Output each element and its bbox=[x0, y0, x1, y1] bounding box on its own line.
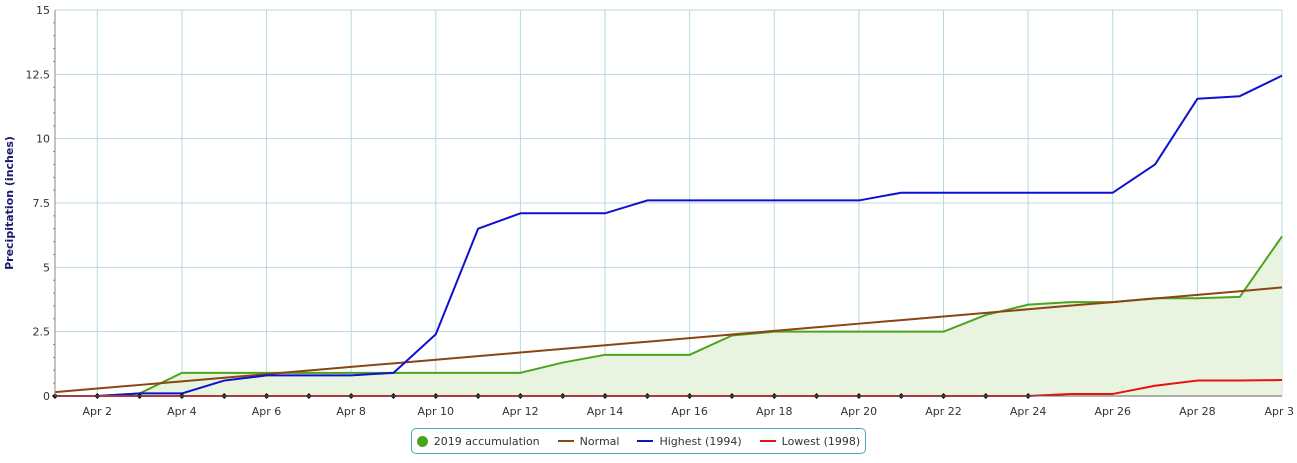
x-tick-label: Apr 2 bbox=[83, 405, 113, 418]
axes: 0 2.5 5 7.5 10 12.5 15 Apr 2 Apr 4 Apr 6 Apr 8 Apr … bbox=[26, 4, 1295, 418]
x-tick-label: Apr 20 bbox=[841, 405, 878, 418]
y-tick-label: 10 bbox=[36, 133, 50, 146]
legend: 2019 accumulation Normal Highest (1994) Low… bbox=[411, 428, 866, 454]
legend-line-icon bbox=[557, 440, 574, 442]
y-tick-label: 7.5 bbox=[33, 197, 51, 210]
legend-item-3[interactable]: Highest (1994) bbox=[637, 434, 742, 448]
series-lines bbox=[54, 74, 1283, 397]
legend-label: Highest (1994) bbox=[659, 434, 742, 448]
x-tick-label: Apr 8 bbox=[336, 405, 366, 418]
series-line-3 bbox=[55, 74, 1283, 397]
x-tick-label: Apr 6 bbox=[252, 405, 282, 418]
y-tick-label: 2.5 bbox=[33, 326, 51, 339]
area-fill bbox=[55, 236, 1282, 396]
y-tick-label: 0 bbox=[43, 390, 50, 403]
legend-label: Normal bbox=[579, 434, 620, 448]
x-tick-label: Apr 10 bbox=[418, 405, 455, 418]
x-tick-label: Apr 28 bbox=[1179, 405, 1216, 418]
x-tick-label: Apr 18 bbox=[756, 405, 793, 418]
series-line-1 bbox=[55, 235, 1283, 397]
legend-line-icon bbox=[637, 440, 654, 442]
series-area-fill bbox=[55, 236, 1282, 396]
x-tick-label: Apr 3 bbox=[1264, 405, 1294, 418]
legend-item-2[interactable]: Normal bbox=[557, 434, 620, 448]
series-line-2 bbox=[54, 286, 1283, 394]
legend-circle-icon bbox=[416, 435, 428, 447]
legend-line-icon bbox=[759, 440, 776, 442]
legend-label: Lowest (1998) bbox=[781, 434, 861, 448]
legend-item-1[interactable]: 2019 accumulation bbox=[416, 434, 540, 448]
x-tick-label: Apr 22 bbox=[925, 405, 962, 418]
x-tick-label: Apr 14 bbox=[587, 405, 624, 418]
y-tick-label: 5 bbox=[43, 261, 50, 274]
y-tick-label: 15 bbox=[36, 4, 50, 17]
x-tick-label: Apr 26 bbox=[1094, 405, 1131, 418]
legend-item-4[interactable]: Lowest (1998) bbox=[759, 434, 861, 448]
y-tick-label: 12.5 bbox=[26, 68, 51, 81]
x-tick-label: Apr 4 bbox=[167, 405, 197, 418]
x-tick-label: Apr 24 bbox=[1010, 405, 1047, 418]
legend-label: 2019 accumulation bbox=[433, 434, 540, 448]
x-tick-label: Apr 16 bbox=[671, 405, 708, 418]
x-tick-label: Apr 12 bbox=[502, 405, 539, 418]
y-axis-title: Precipitation (inches) bbox=[3, 136, 16, 270]
